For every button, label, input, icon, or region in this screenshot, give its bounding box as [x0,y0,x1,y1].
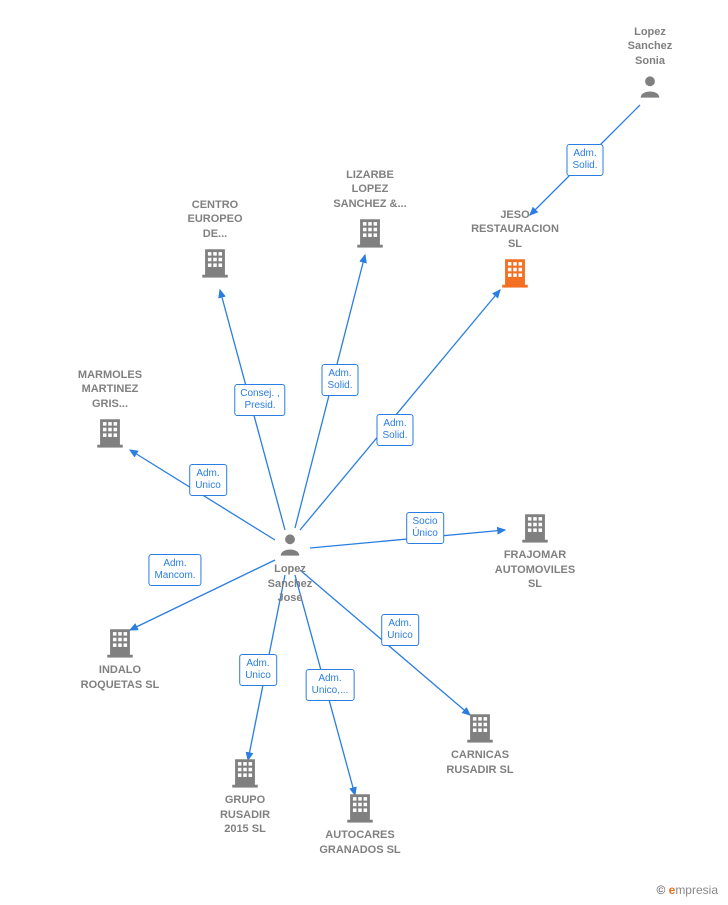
edge-label: Adm. Mancom. [148,554,201,586]
company-node[interactable]: AUTOCARES GRANADOS SL [295,790,425,861]
node-label: FRAJOMAR AUTOMOVILES SL [470,548,600,591]
company-node[interactable]: FRAJOMAR AUTOMOVILES SL [470,510,600,595]
company-node[interactable]: MARMOLES MARTINEZ GRIS... [45,368,175,453]
node-label: LIZARBE LOPEZ SANCHEZ &... [305,168,435,211]
person-icon [276,530,304,562]
copyright-symbol: © [656,883,665,897]
node-label: CENTRO EUROPEO DE... [150,198,280,241]
company-node[interactable]: CARNICAS RUSADIR SL [415,710,545,781]
watermark: © empresia [656,883,718,897]
edge-label: Adm. Unico,... [306,669,355,701]
node-label: Lopez Sanchez Sonia [585,25,715,68]
building-icon [463,710,497,748]
building-icon [198,245,232,283]
company-node[interactable]: GRUPO RUSADIR 2015 SL [180,755,310,840]
edge-label: Adm. Unico [239,654,277,686]
person-node[interactable]: Lopez Sanchez Sonia [585,25,715,104]
company-node[interactable]: LIZARBE LOPEZ SANCHEZ &... [305,168,435,253]
person-node[interactable]: Lopez Sanchez Jose [225,530,355,609]
building-icon [93,415,127,453]
edge-label: Adm. Solid. [566,144,603,176]
building-icon [228,755,262,793]
company-node[interactable]: JESO RESTAURACION SL [450,208,580,293]
node-label: GRUPO RUSADIR 2015 SL [180,793,310,836]
building-icon [518,510,552,548]
edge-line [300,290,500,530]
node-label: AUTOCARES GRANADOS SL [295,828,425,857]
edge-label: Adm. Solid. [321,364,358,396]
building-icon [353,215,387,253]
edge-label: Adm. Solid. [376,414,413,446]
edge-label: Adm. Unico [189,464,227,496]
edge-label: Adm. Unico [381,614,419,646]
edge-label: Consej. , Presid. [234,384,285,416]
node-label: MARMOLES MARTINEZ GRIS... [45,368,175,411]
company-node[interactable]: INDALO ROQUETAS SL [55,625,185,696]
edge-label: Socio Único [406,512,444,544]
building-icon [343,790,377,828]
company-node[interactable]: CENTRO EUROPEO DE... [150,198,280,283]
node-label: JESO RESTAURACION SL [450,208,580,251]
person-icon [636,72,664,104]
building-icon [498,255,532,293]
building-icon [103,625,137,663]
brand-rest: mpresia [675,883,718,897]
node-label: CARNICAS RUSADIR SL [415,748,545,777]
node-label: INDALO ROQUETAS SL [55,663,185,692]
node-label: Lopez Sanchez Jose [225,562,355,605]
